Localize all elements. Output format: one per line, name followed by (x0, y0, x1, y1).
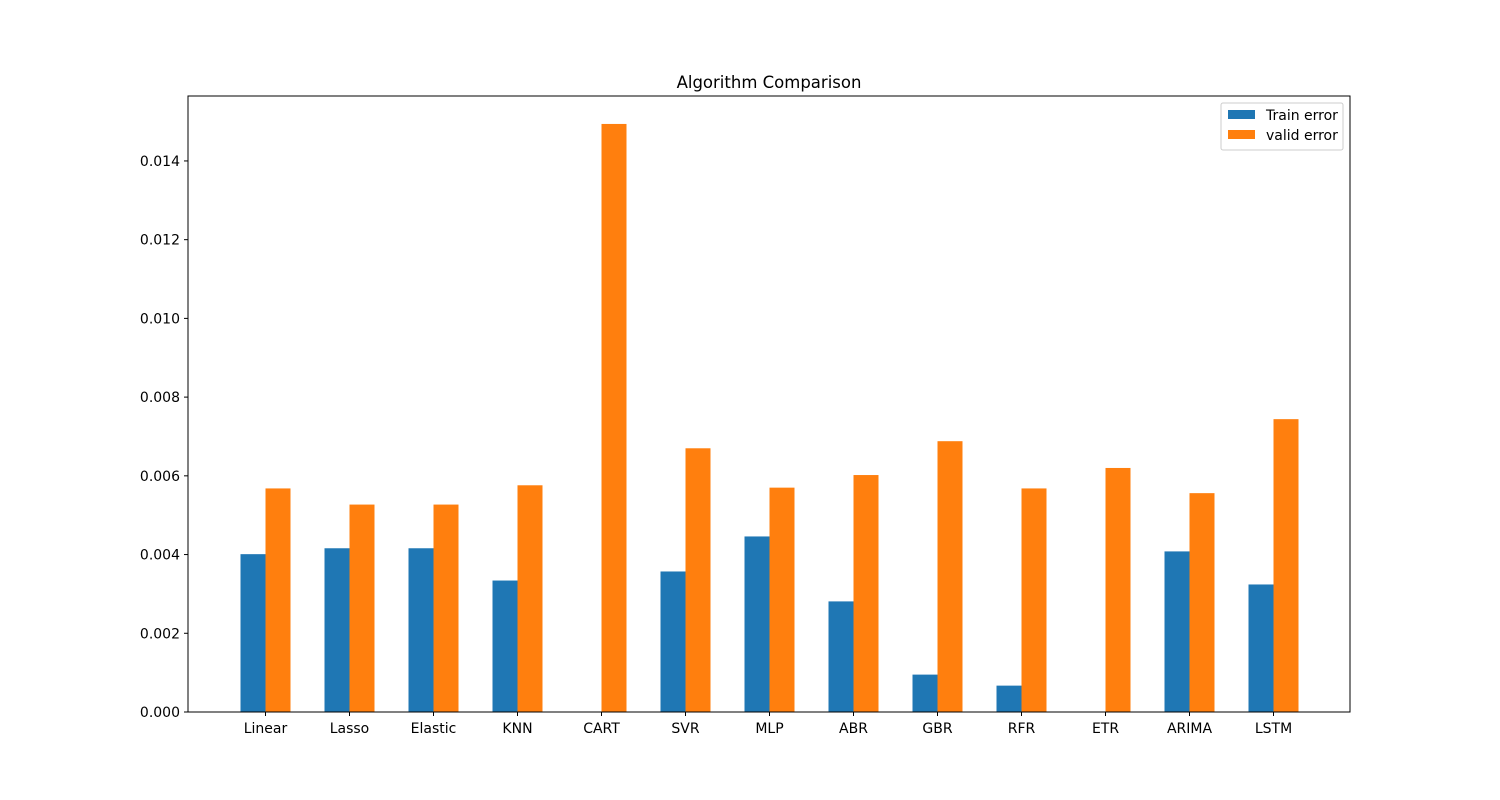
x-axis: Linear Lasso Elastic KNN CART SVR MLP ABR GBR RFR… (244, 712, 1292, 737)
x-tick-label: KNN (502, 721, 532, 737)
y-tick-label: 0.006 (140, 469, 180, 485)
x-tick-label: MLP (755, 721, 783, 737)
bar-valid-svr (685, 448, 711, 712)
bar-valid-gbr (937, 441, 963, 712)
y-tick-label: 0.010 (140, 311, 180, 327)
bar-train-mlp (744, 536, 770, 712)
legend-swatch (1228, 130, 1255, 139)
bar-train-lasso (324, 548, 350, 712)
x-tick-label: Elastic (411, 721, 457, 737)
bars-group (240, 123, 1299, 712)
bar-train-gbr (912, 674, 938, 712)
bar-valid-mlp (769, 487, 795, 712)
bar-valid-arima (1189, 493, 1215, 712)
legend-label: valid error (1266, 128, 1338, 144)
x-tick-label: Linear (244, 721, 288, 737)
bar-valid-knn (517, 485, 543, 712)
y-axis: 0.000 0.002 0.004 0.006 0.008 0.010 0.012 0.014 (140, 154, 188, 721)
bar-valid-linear (265, 488, 291, 712)
bar-train-abr (828, 601, 854, 712)
bar-train-lstm (1248, 584, 1274, 712)
x-tick-label: ABR (839, 721, 868, 737)
y-tick-label: 0.000 (140, 705, 180, 721)
x-tick-label: RFR (1008, 721, 1036, 737)
bar-train-rfr (996, 685, 1022, 712)
y-tick-label: 0.014 (140, 154, 180, 170)
bar-train-elastic (408, 548, 434, 712)
bar-valid-elastic (433, 504, 459, 712)
bar-valid-lstm (1273, 419, 1299, 712)
bar-train-linear (240, 554, 266, 712)
x-tick-label: LSTM (1255, 721, 1292, 737)
x-tick-label: SVR (671, 721, 699, 737)
bar-valid-rfr (1021, 488, 1047, 712)
bar-train-arima (1164, 551, 1190, 712)
x-tick-label: ARIMA (1167, 721, 1213, 737)
bar-train-knn (492, 580, 518, 712)
bar-valid-lasso (349, 504, 375, 712)
x-tick-label: CART (583, 721, 620, 737)
y-tick-label: 0.004 (140, 548, 180, 564)
bar-valid-abr (853, 475, 879, 712)
x-tick-label: Lasso (330, 721, 370, 737)
y-tick-label: 0.002 (140, 626, 180, 642)
bar-valid-etr (1105, 467, 1131, 712)
chart-title: Algorithm Comparison (677, 73, 862, 92)
x-tick-label: ETR (1092, 721, 1119, 737)
bar-train-svr (660, 571, 686, 712)
legend: Train error valid error (1220, 102, 1344, 151)
y-tick-label: 0.012 (140, 233, 180, 249)
bar-valid-cart (601, 123, 627, 712)
legend-label: Train error (1265, 108, 1338, 124)
x-tick-label: GBR (922, 721, 952, 737)
legend-swatch (1228, 110, 1255, 119)
y-tick-label: 0.008 (140, 390, 180, 406)
